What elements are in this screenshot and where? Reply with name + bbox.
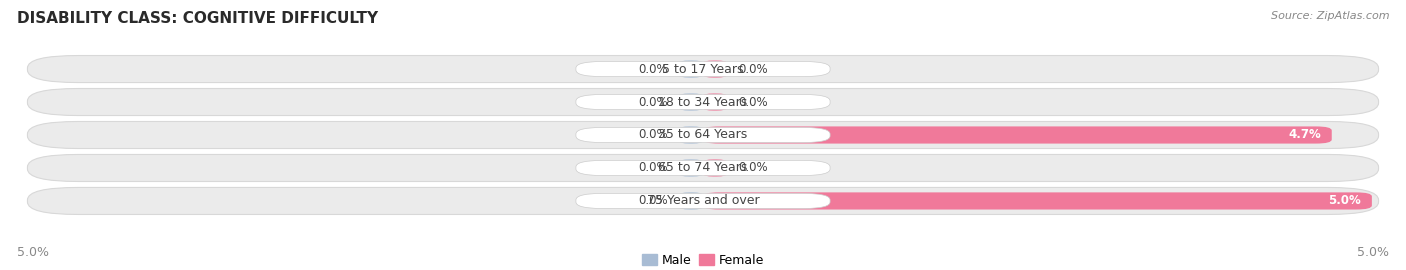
FancyBboxPatch shape (703, 93, 727, 111)
Text: 75 Years and over: 75 Years and over (647, 194, 759, 207)
Text: DISABILITY CLASS: COGNITIVE DIFFICULTY: DISABILITY CLASS: COGNITIVE DIFFICULTY (17, 11, 378, 26)
FancyBboxPatch shape (28, 187, 1378, 214)
FancyBboxPatch shape (703, 193, 1372, 210)
FancyBboxPatch shape (703, 126, 1331, 144)
FancyBboxPatch shape (576, 193, 830, 208)
FancyBboxPatch shape (679, 126, 703, 144)
Text: 5.0%: 5.0% (17, 246, 49, 259)
FancyBboxPatch shape (679, 193, 703, 210)
Text: 5.0%: 5.0% (1329, 194, 1361, 207)
FancyBboxPatch shape (679, 60, 703, 77)
Text: 0.0%: 0.0% (738, 96, 768, 109)
Text: 4.7%: 4.7% (1288, 129, 1322, 141)
FancyBboxPatch shape (576, 127, 830, 143)
Text: 0.0%: 0.0% (738, 63, 768, 76)
Text: 35 to 64 Years: 35 to 64 Years (658, 129, 748, 141)
FancyBboxPatch shape (28, 56, 1378, 83)
FancyBboxPatch shape (576, 160, 830, 176)
FancyBboxPatch shape (703, 60, 727, 77)
Text: Source: ZipAtlas.com: Source: ZipAtlas.com (1271, 11, 1389, 21)
Text: 0.0%: 0.0% (638, 129, 668, 141)
Text: 65 to 74 Years: 65 to 74 Years (658, 161, 748, 174)
FancyBboxPatch shape (679, 93, 703, 111)
Legend: Male, Female: Male, Female (641, 254, 765, 267)
FancyBboxPatch shape (28, 89, 1378, 116)
FancyBboxPatch shape (28, 122, 1378, 148)
Text: 18 to 34 Years: 18 to 34 Years (658, 96, 748, 109)
Text: 5.0%: 5.0% (1357, 246, 1389, 259)
Text: 0.0%: 0.0% (638, 194, 668, 207)
Text: 0.0%: 0.0% (738, 161, 768, 174)
Text: 0.0%: 0.0% (638, 161, 668, 174)
FancyBboxPatch shape (576, 62, 830, 77)
Text: 0.0%: 0.0% (638, 96, 668, 109)
Text: 0.0%: 0.0% (638, 63, 668, 76)
FancyBboxPatch shape (703, 159, 727, 177)
FancyBboxPatch shape (576, 94, 830, 110)
FancyBboxPatch shape (28, 154, 1378, 181)
Text: 5 to 17 Years: 5 to 17 Years (662, 63, 744, 76)
FancyBboxPatch shape (679, 159, 703, 177)
